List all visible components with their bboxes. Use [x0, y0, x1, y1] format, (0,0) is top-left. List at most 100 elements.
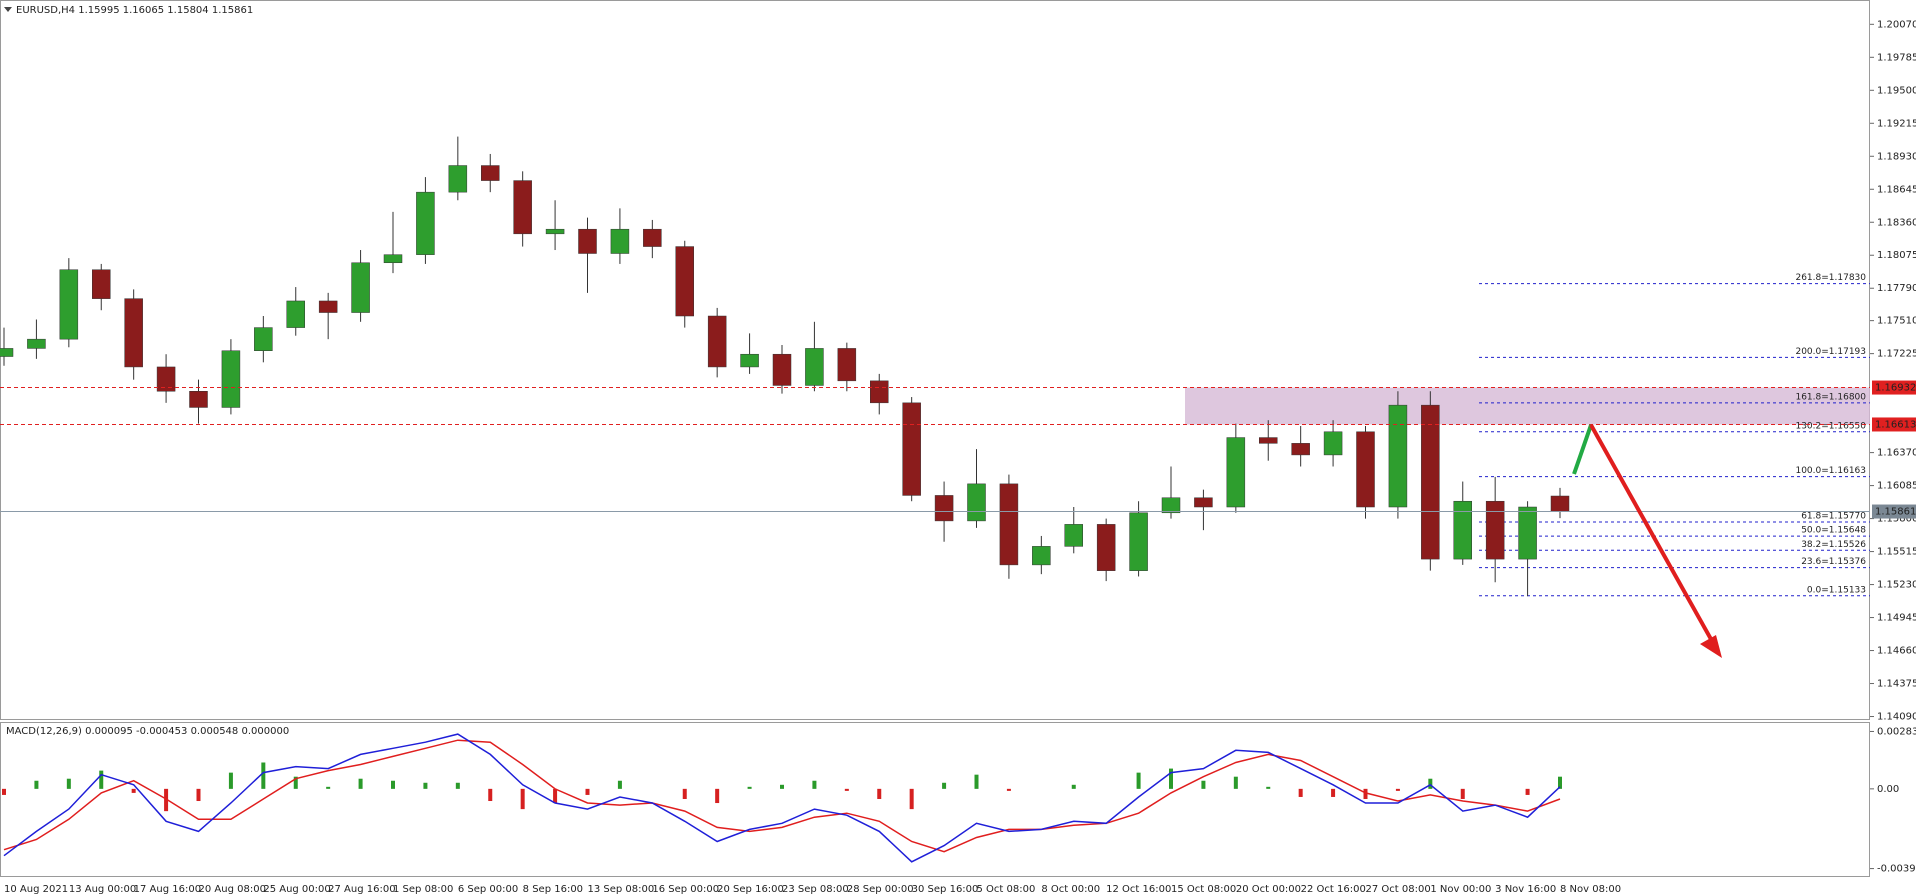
candle-body — [448, 165, 468, 193]
candle-body — [578, 228, 597, 254]
current-price-box — [1872, 504, 1916, 519]
macd-histogram-bar — [196, 788, 201, 802]
y-tick-label: 1.14945 — [1877, 613, 1916, 624]
macd-histogram-bar — [1331, 788, 1336, 797]
y-tick-label: 1.15230 — [1877, 580, 1916, 591]
candle-body — [156, 366, 176, 392]
x-tick-label: 5 Oct 08:00 — [977, 884, 1036, 895]
y-tick-label: 1.19500 — [1877, 85, 1916, 96]
resistance-price-box — [1872, 417, 1916, 432]
candle-body — [59, 269, 79, 340]
macd-histogram-bar — [1363, 788, 1368, 799]
candle-body — [1356, 431, 1375, 508]
candle-body — [740, 353, 759, 368]
x-tick-label: 8 Sep 16:00 — [523, 884, 583, 895]
fib-label: 23.6=1.15376 — [1801, 557, 1866, 567]
macd-histogram-bar — [1233, 776, 1238, 789]
candle-body — [286, 300, 305, 328]
y-tick-label: 1.18075 — [1877, 250, 1916, 261]
macd-histogram-bar — [1428, 778, 1433, 789]
macd-histogram-bar — [877, 788, 882, 799]
candle-body — [1064, 524, 1083, 547]
x-tick-label: 3 Nov 16:00 — [1495, 884, 1556, 895]
macd-histogram-bar — [1525, 788, 1530, 795]
candle-body — [0, 348, 14, 357]
candle-body — [1291, 443, 1310, 456]
y-tick-label: 1.15515 — [1877, 547, 1916, 558]
candle-body — [513, 180, 532, 235]
macd-histogram-bar — [909, 788, 914, 810]
y-tick-label: 1.17790 — [1877, 283, 1916, 294]
candle-body — [1550, 495, 1570, 512]
x-tick-label: 27 Aug 16:00 — [328, 884, 395, 895]
fib-label: 38.2=1.15526 — [1801, 540, 1866, 550]
macd-histogram-bar — [1298, 788, 1303, 797]
x-tick-label: 6 Sep 00:00 — [458, 884, 518, 895]
candle-body — [1388, 404, 1408, 508]
candle-body — [805, 348, 824, 386]
macd-histogram-bar — [358, 778, 363, 789]
macd-y-tick-label: 0.002832 — [1877, 726, 1916, 737]
macd-histogram-bar — [780, 784, 784, 789]
candle-body — [1161, 497, 1181, 514]
candle-body — [1453, 500, 1472, 560]
macd-histogram-bar — [99, 770, 104, 789]
candle-body — [837, 348, 857, 382]
projection-arrow-down — [1589, 424, 1714, 642]
candle-body — [189, 391, 208, 408]
macd-histogram-bar — [553, 788, 558, 804]
macd-histogram-bar — [488, 788, 493, 802]
macd-histogram-bar — [617, 780, 622, 789]
current-price-label: 1.15861 — [1875, 507, 1916, 518]
y-tick-label: 1.18360 — [1877, 217, 1916, 228]
y-tick-label: 1.15800 — [1877, 514, 1916, 525]
candle-body — [1194, 497, 1213, 508]
fib-label: 61.8=1.15770 — [1801, 512, 1866, 522]
x-tick-label: 15 Oct 08:00 — [1171, 884, 1236, 895]
x-tick-label: 1 Sep 08:00 — [393, 884, 453, 895]
candle-body — [351, 262, 370, 313]
fib-label: 130.2=1.16550 — [1795, 421, 1866, 431]
candle-body — [416, 191, 435, 255]
fib-label: 0.0=1.15133 — [1807, 585, 1866, 595]
macd-histogram-bar — [293, 776, 298, 789]
macd-histogram-bar — [455, 782, 460, 789]
resistance-price-label: 1.16613 — [1875, 419, 1916, 430]
candle-body — [124, 298, 143, 368]
resistance-price-box — [1872, 380, 1916, 395]
candle-body — [27, 338, 46, 349]
x-tick-label: 12 Oct 16:00 — [1106, 884, 1171, 895]
candle-body — [902, 402, 921, 496]
macd-histogram-bar — [66, 778, 71, 789]
x-tick-label: 1 Nov 00:00 — [1430, 884, 1491, 895]
y-tick-label: 1.17510 — [1877, 316, 1916, 327]
macd-histogram-bar — [326, 786, 331, 789]
candle-body — [1226, 437, 1246, 508]
macd-panel-frame — [0, 722, 1870, 877]
y-tick-label: 1.14375 — [1877, 679, 1916, 690]
macd-header: MACD(12,26,9) 0.000095 -0.000453 0.00054… — [6, 726, 289, 737]
candle-body — [1129, 512, 1148, 571]
y-tick-label: 1.19785 — [1877, 52, 1916, 63]
macd-histogram-bar — [1558, 776, 1562, 789]
candle-body — [772, 353, 792, 386]
macd-histogram-bar — [261, 762, 266, 789]
x-tick-label: 8 Oct 00:00 — [1041, 884, 1100, 895]
x-tick-label: 20 Aug 08:00 — [199, 884, 266, 895]
y-tick-label: 1.20070 — [1877, 19, 1916, 30]
candle-body — [318, 300, 338, 313]
candle-body — [967, 483, 986, 522]
candle-body — [643, 228, 662, 247]
macd-histogram-bar — [34, 780, 39, 789]
x-tick-label: 22 Oct 16:00 — [1301, 884, 1366, 895]
candle-body — [1259, 437, 1278, 444]
fib-label: 200.0=1.17193 — [1795, 347, 1866, 357]
macd-histogram-bar — [974, 774, 979, 789]
macd-histogram-bar — [1006, 788, 1011, 791]
candle-body — [1032, 546, 1051, 566]
candle-body — [221, 350, 241, 408]
macd-histogram-bar — [1136, 772, 1141, 789]
x-tick-label: 13 Sep 08:00 — [588, 884, 655, 895]
